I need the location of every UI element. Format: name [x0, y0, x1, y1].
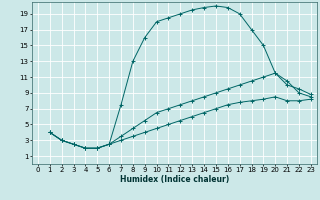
X-axis label: Humidex (Indice chaleur): Humidex (Indice chaleur)	[120, 175, 229, 184]
